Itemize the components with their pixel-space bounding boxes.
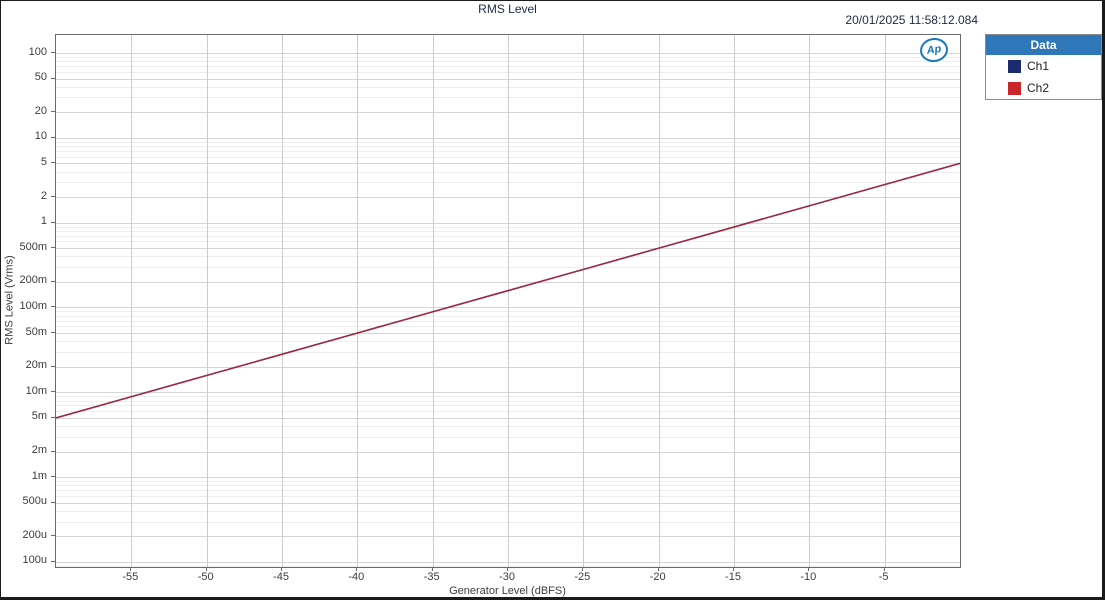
chart-title: RMS Level bbox=[478, 2, 537, 16]
y-tick-mark bbox=[51, 476, 55, 477]
y-tick-mark bbox=[51, 417, 55, 418]
x-tick-label: -30 bbox=[499, 571, 515, 583]
x-tick-label: -55 bbox=[122, 571, 139, 583]
y-tick-label: 5 bbox=[40, 155, 47, 168]
x-tick-label: -45 bbox=[273, 571, 289, 583]
ap-logo-text: Ap bbox=[925, 42, 943, 57]
y-tick-label: 2 bbox=[40, 189, 47, 202]
y-tick-mark bbox=[51, 535, 55, 536]
x-tick-mark bbox=[356, 568, 357, 571]
y-tick-mark bbox=[51, 306, 55, 307]
y-tick-label: 100m bbox=[19, 299, 47, 312]
y-tick-label: 5m bbox=[31, 410, 47, 423]
y-tick-mark bbox=[51, 78, 55, 79]
y-tick-mark bbox=[51, 247, 55, 248]
y-tick-label: 200u bbox=[22, 528, 47, 541]
x-tick-mark bbox=[206, 568, 207, 571]
y-tick-label: 2m bbox=[31, 444, 47, 457]
y-tick-label: 20m bbox=[25, 359, 47, 372]
y-tick-label: 10m bbox=[25, 384, 47, 397]
ch2-color-swatch-icon bbox=[1008, 81, 1021, 95]
measurement-timestamp: 20/01/2025 11:58:12.084 bbox=[845, 13, 978, 27]
plot-area[interactable] bbox=[55, 34, 961, 568]
y-tick-label: 10 bbox=[34, 130, 47, 143]
y-tick-mark bbox=[51, 111, 55, 112]
x-tick-mark bbox=[733, 568, 734, 571]
y-axis-title-wrap: RMS Level (Vrms) bbox=[1, 34, 19, 566]
x-tick-mark bbox=[281, 568, 282, 571]
legend-item-ch2[interactable]: Ch2 bbox=[986, 77, 1101, 99]
legend-box: Data Ch1 Ch2 bbox=[985, 34, 1102, 100]
y-tick-mark bbox=[51, 332, 55, 333]
legend-header: Data bbox=[986, 35, 1101, 55]
y-tick-mark bbox=[51, 366, 55, 367]
x-tick-mark bbox=[884, 568, 885, 571]
y-tick-label: 200m bbox=[19, 274, 47, 287]
x-tick-mark bbox=[582, 568, 583, 571]
y-tick-label: 20 bbox=[34, 104, 47, 117]
y-tick-label: 1m bbox=[31, 469, 47, 482]
x-tick-label: -15 bbox=[725, 571, 741, 583]
y-tick-mark bbox=[51, 561, 55, 562]
y-tick-mark bbox=[51, 391, 55, 392]
x-tick-label: -10 bbox=[800, 571, 817, 583]
x-tick-label: -20 bbox=[649, 571, 666, 583]
y-tick-mark bbox=[51, 52, 55, 53]
y-tick-mark bbox=[51, 137, 55, 138]
y-tick-label: 50 bbox=[34, 71, 47, 84]
y-tick-mark bbox=[51, 162, 55, 163]
y-tick-label: 1 bbox=[40, 215, 47, 228]
x-tick-label: -50 bbox=[197, 571, 214, 583]
y-tick-mark bbox=[51, 281, 55, 282]
x-tick-label: -40 bbox=[348, 571, 365, 583]
x-tick-label: -25 bbox=[574, 571, 591, 583]
x-tick-mark bbox=[130, 568, 131, 571]
x-tick-mark bbox=[432, 568, 433, 571]
x-tick-mark bbox=[808, 568, 809, 571]
legend-item-ch1[interactable]: Ch1 bbox=[986, 55, 1101, 77]
y-tick-mark bbox=[51, 502, 55, 503]
y-tick-label: 500u bbox=[22, 495, 47, 508]
legend-item-label: Ch1 bbox=[1027, 59, 1050, 73]
y-axis-title: RMS Level (Vrms) bbox=[4, 255, 16, 345]
x-tick-label: -5 bbox=[878, 571, 889, 583]
y-tick-label: 100u bbox=[22, 554, 47, 567]
x-tick-mark bbox=[507, 568, 508, 571]
legend-item-label: Ch2 bbox=[1027, 81, 1050, 95]
x-tick-mark bbox=[658, 568, 659, 571]
y-tick-label: 500m bbox=[19, 240, 47, 253]
x-axis-title: Generator Level (dBFS) bbox=[449, 585, 566, 597]
x-tick-label: -35 bbox=[423, 571, 440, 583]
y-tick-mark bbox=[51, 222, 55, 223]
y-tick-mark bbox=[51, 196, 55, 197]
y-tick-label: 50m bbox=[25, 325, 47, 338]
y-tick-mark bbox=[51, 451, 55, 452]
ch1-color-swatch-icon bbox=[1008, 59, 1021, 73]
chart-canvas[interactable] bbox=[56, 35, 960, 567]
series-line-ch2 bbox=[56, 162, 960, 419]
y-tick-label: 100 bbox=[28, 45, 47, 58]
